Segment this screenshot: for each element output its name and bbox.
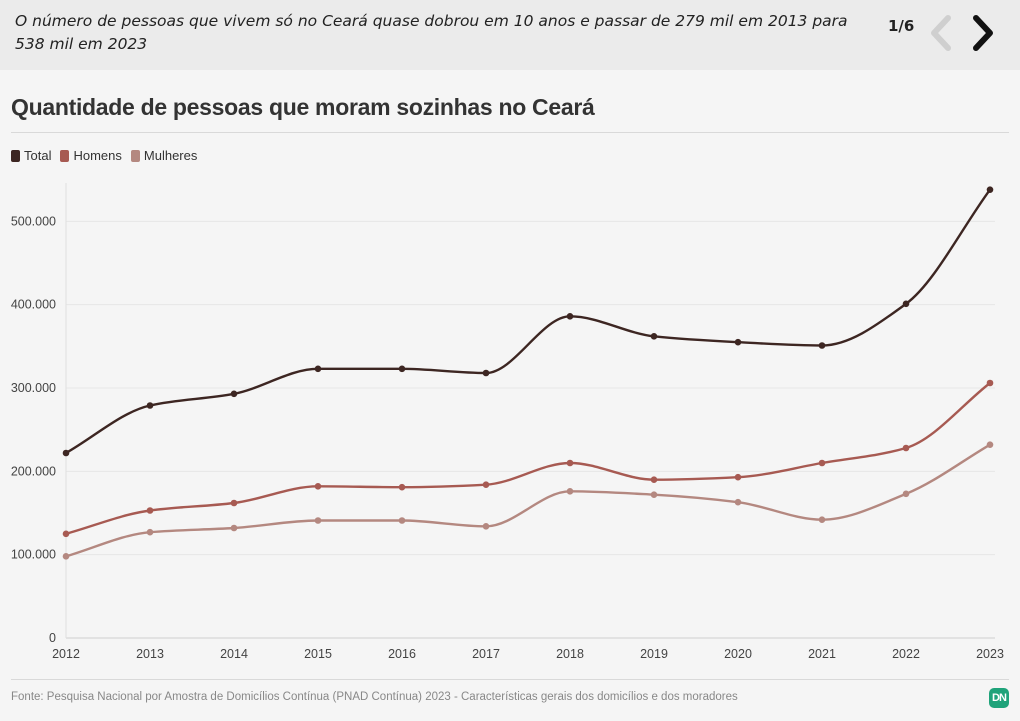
y-tick-label: 200.000 — [11, 464, 56, 478]
data-point-homens — [566, 459, 574, 467]
x-tick-label: 2015 — [304, 647, 332, 661]
series-line-homens — [65, 382, 991, 535]
previous-button[interactable] — [924, 12, 960, 54]
data-point-total — [566, 313, 574, 320]
footer-divider — [11, 679, 1009, 680]
data-point-homens — [230, 499, 238, 507]
title-divider — [11, 132, 1009, 133]
data-point-total — [734, 338, 742, 346]
chart-title: Quantidade de pessoas que moram sozinhas… — [11, 94, 595, 120]
legend-item-homens[interactable]: Homens — [60, 148, 122, 163]
data-point-total — [314, 365, 322, 373]
x-tick-label: 2012 — [52, 647, 80, 661]
data-point-total — [146, 402, 154, 409]
slide-caption: O número de pessoas que vivem só no Cear… — [15, 12, 848, 53]
data-point-mulheres — [62, 553, 70, 560]
line-chart: 0 100.000 200.000 300.000 400.000 500.000 2012… — [11, 183, 1004, 661]
data-point-homens — [482, 481, 490, 488]
legend-swatch — [11, 149, 20, 162]
y-tick-label: 0 — [49, 631, 56, 645]
y-tick-label: 100.000 — [11, 548, 56, 562]
data-point-mulheres — [818, 516, 826, 523]
legend-label: Total — [24, 148, 52, 163]
data-point-homens — [986, 379, 994, 387]
data-point-mulheres — [902, 490, 910, 498]
legend-label: Mulheres — [143, 148, 198, 163]
data-point-mulheres — [398, 517, 406, 524]
y-tick-label: 400.000 — [11, 298, 56, 312]
series-line-total — [65, 188, 991, 455]
chevron-left-icon — [931, 15, 951, 51]
data-point-mulheres — [734, 498, 742, 506]
data-point-homens — [902, 444, 910, 452]
legend-item-mulheres[interactable]: Mulheres — [130, 148, 198, 163]
x-tick-label: 2019 — [640, 647, 668, 661]
chart-legend: Total Homens Mulheres — [11, 148, 197, 163]
legend-item-total[interactable]: Total — [11, 148, 51, 163]
x-tick-label: 2017 — [472, 647, 500, 661]
data-point-total — [818, 342, 826, 349]
x-tick-label: 2021 — [808, 647, 836, 661]
brand-logo: DN — [989, 688, 1009, 708]
data-point-homens — [398, 483, 406, 491]
x-tick-label: 2022 — [892, 647, 920, 661]
legend-swatch — [130, 149, 140, 162]
data-point-total — [650, 333, 658, 340]
x-tick-label: 2018 — [556, 647, 584, 661]
x-tick-label: 2020 — [724, 647, 752, 661]
data-point-mulheres — [146, 528, 154, 536]
data-point-total — [902, 300, 910, 308]
data-point-mulheres — [482, 523, 490, 530]
x-tick-label: 2013 — [136, 647, 164, 661]
x-tick-label: 2014 — [220, 647, 248, 661]
chevron-right-icon — [973, 15, 993, 51]
x-tick-label: 2023 — [976, 647, 1004, 661]
data-point-homens — [146, 507, 154, 514]
data-point-homens — [734, 473, 742, 481]
data-point-total — [398, 365, 406, 373]
legend-label: Homens — [73, 148, 122, 163]
next-button[interactable] — [966, 12, 1002, 54]
data-point-homens — [314, 483, 322, 490]
data-point-mulheres — [230, 524, 238, 532]
caption-bar: O número de pessoas que vivem só no Cear… — [0, 0, 1020, 70]
data-point-total — [986, 186, 994, 193]
data-point-homens — [818, 459, 826, 467]
data-point-total — [62, 449, 70, 457]
slide-counter: 1/6 — [888, 17, 915, 35]
x-tick-label: 2016 — [388, 647, 416, 661]
data-point-homens — [650, 476, 658, 483]
data-point-mulheres — [986, 441, 994, 448]
legend-swatch — [60, 149, 70, 162]
data-point-total — [482, 369, 490, 377]
y-tick-label: 300.000 — [11, 381, 56, 395]
data-point-mulheres — [566, 488, 574, 495]
data-point-total — [230, 390, 238, 398]
series-line-mulheres — [65, 443, 991, 558]
source-note: Fonte: Pesquisa Nacional por Amostra de … — [11, 691, 738, 703]
data-point-mulheres — [650, 491, 658, 498]
y-tick-label: 500.000 — [11, 214, 56, 228]
data-point-homens — [62, 530, 70, 538]
data-point-mulheres — [314, 517, 322, 524]
